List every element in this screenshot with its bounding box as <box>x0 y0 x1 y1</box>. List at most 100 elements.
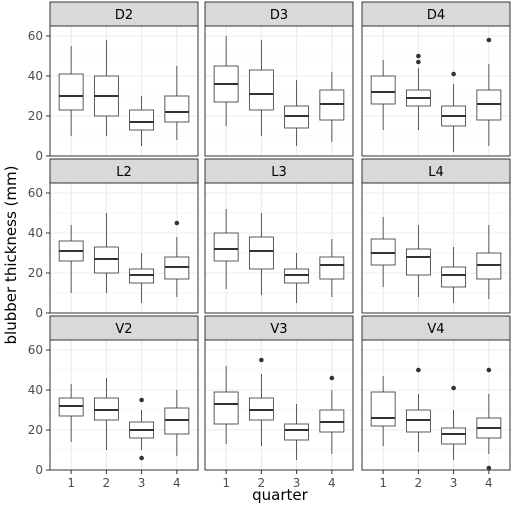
box-q2 <box>405 225 431 297</box>
facet-panel-v3: V3 1 2 3 4 <box>204 315 354 490</box>
box-q2 <box>405 367 431 452</box>
outlier-point <box>451 385 456 391</box>
box-q3 <box>441 71 467 152</box>
box-iqr <box>441 427 467 445</box>
x-tick-label: 3 <box>450 476 458 490</box>
x-tick-label: 3 <box>293 476 301 490</box>
box-q2 <box>248 213 274 295</box>
y-tick-label: 20 <box>28 266 43 280</box>
panel-border <box>361 339 511 471</box>
facet-strip-label: D3 <box>270 8 288 23</box>
outlier-point <box>139 455 144 461</box>
box-q4 <box>476 225 502 299</box>
facet-strip-label: L2 <box>116 165 132 180</box>
panel-border <box>204 182 354 314</box>
box-iqr <box>213 232 239 262</box>
box-q2 <box>248 357 274 446</box>
box-q1 <box>213 209 239 289</box>
facet-strip-label: L3 <box>271 165 287 180</box>
x-tick-label: 2 <box>258 476 266 490</box>
box-iqr <box>284 423 310 441</box>
box-q1 <box>213 36 239 126</box>
y-tick-label: 60 <box>28 343 43 357</box>
facet-panel-l2: L2 0 20 40 60 <box>28 158 199 320</box>
box-q3 <box>129 253 155 303</box>
box-q1 <box>58 225 84 293</box>
facet-strip-label: D2 <box>115 8 133 23</box>
y-tick-label: 20 <box>28 423 43 437</box>
box-q3 <box>129 96 155 146</box>
y-tick-label: 0 <box>35 306 43 320</box>
y-axis-title: blubber thickness (mm) <box>2 166 20 345</box>
panel-border <box>49 182 199 314</box>
box-iqr <box>405 248 431 276</box>
x-tick-label: 3 <box>138 476 146 490</box>
box-q4 <box>476 37 502 146</box>
outlier-point <box>416 59 421 65</box>
facet-strip-label: V3 <box>270 322 287 337</box>
x-tick-label: 4 <box>485 476 493 490</box>
y-tick-label: 60 <box>28 29 43 43</box>
box-q1 <box>370 217 396 287</box>
box-q1 <box>213 366 239 444</box>
panel-border <box>204 25 354 157</box>
box-q4 <box>319 239 345 297</box>
outlier-point <box>416 53 421 59</box>
y-tick-label: 20 <box>28 109 43 123</box>
x-tick-label: 4 <box>173 476 181 490</box>
panel-border <box>49 339 199 471</box>
box-iqr <box>248 69 274 111</box>
facet-strip <box>204 315 354 341</box>
facet-strip <box>49 315 199 341</box>
panel-border <box>361 25 511 157</box>
box-q1 <box>370 60 396 130</box>
facet-strip-label: V2 <box>115 322 132 337</box>
x-tick-label: 1 <box>222 476 230 490</box>
box-q4 <box>164 220 190 297</box>
box-iqr <box>164 95 190 123</box>
box-q2 <box>93 378 119 450</box>
box-q3 <box>129 397 155 461</box>
box-iqr <box>129 109 155 131</box>
x-tick-label: 2 <box>103 476 111 490</box>
outlier-point <box>139 397 144 403</box>
box-q3 <box>284 253 310 303</box>
y-tick-label: 60 <box>28 186 43 200</box>
box-q1 <box>370 376 396 446</box>
box-q4 <box>476 367 502 471</box>
box-iqr <box>370 391 396 427</box>
box-q4 <box>319 375 345 454</box>
y-tick-label: 40 <box>28 226 43 240</box>
box-q2 <box>93 213 119 293</box>
facet-strip-label: D4 <box>427 8 445 23</box>
facet-strip <box>49 1 199 27</box>
outlier-point <box>329 375 335 381</box>
outlier-point <box>174 220 180 226</box>
box-iqr <box>248 236 274 270</box>
y-tick-label: 0 <box>35 149 43 163</box>
facet-panel-v4: V4 1 2 3 4 <box>361 315 511 490</box>
outlier-point <box>451 71 456 77</box>
outlier-point <box>486 465 492 471</box>
box-iqr <box>213 391 239 425</box>
box-q1 <box>58 46 84 136</box>
panel-border <box>361 182 511 314</box>
outlier-point <box>259 357 264 363</box>
facet-strip <box>361 158 511 184</box>
box-q1 <box>58 384 84 442</box>
x-tick-label: 2 <box>415 476 423 490</box>
x-tick-label: 1 <box>67 476 75 490</box>
box-q3 <box>441 385 467 460</box>
box-iqr <box>319 256 345 280</box>
y-tick-label: 40 <box>28 383 43 397</box>
box-iqr <box>441 266 467 288</box>
facet-strip <box>204 158 354 184</box>
outlier-point <box>486 37 492 43</box>
facet-panel-l3: L3 <box>204 158 354 314</box>
box-q3 <box>284 404 310 460</box>
facet-strip <box>361 315 511 341</box>
facet-panel-d2: D2 0 20 40 60 <box>28 1 199 163</box>
facet-panel-v2: V2 0 20 40 60 1 2 3 4 <box>28 315 199 490</box>
